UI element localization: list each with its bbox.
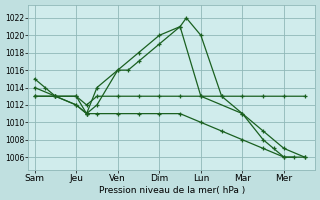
- X-axis label: Pression niveau de la mer( hPa ): Pression niveau de la mer( hPa ): [99, 186, 245, 195]
